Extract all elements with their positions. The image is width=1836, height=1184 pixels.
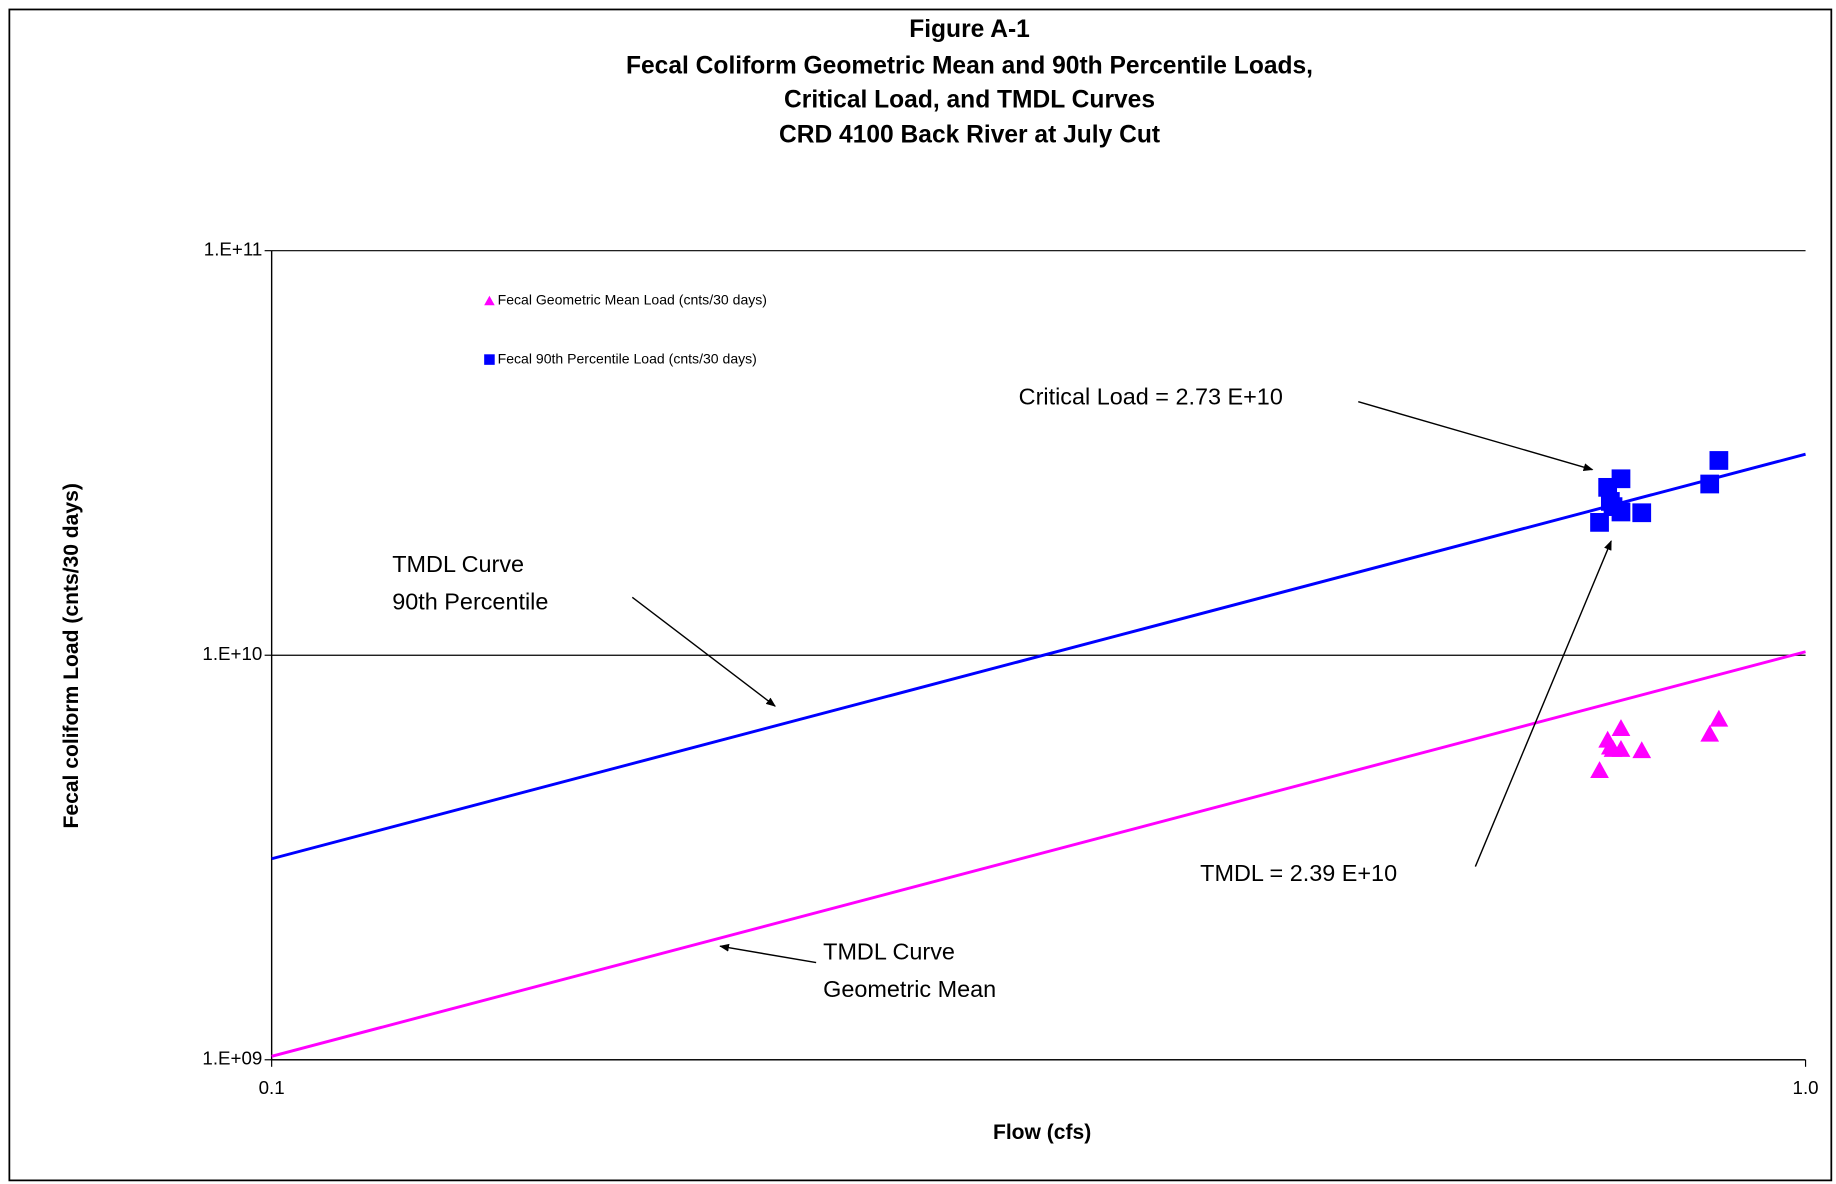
annotation-arrow	[1474, 540, 1612, 867]
data-point	[1590, 761, 1609, 778]
data-point	[1709, 451, 1729, 470]
annotation-arrow	[631, 596, 776, 707]
annotation: TMDL = 2.39 E+10	[1200, 860, 1397, 886]
title-line: CRD 4100 Back River at July Cut	[779, 121, 1160, 148]
title-line: Critical Load, and TMDL Curves	[784, 86, 1155, 113]
legend-label: Fecal 90th Percentile Load (cnts/30 days…	[498, 350, 757, 366]
annotation: Critical Load = 2.73 E+10	[1019, 383, 1283, 409]
chart-frame	[8, 8, 1833, 1182]
title-line: Fecal Coliform Geometric Mean and 90th P…	[626, 52, 1313, 79]
annotation: 90th Percentile	[392, 588, 548, 614]
y-tick-label: 1.E+10	[202, 643, 262, 664]
data-point	[1611, 719, 1631, 736]
legend-label: Fecal Geometric Mean Load (cnts/30 days)	[498, 292, 767, 308]
data-point	[1632, 503, 1652, 523]
data-point	[1709, 709, 1729, 727]
annotation: TMDL Curve	[823, 938, 955, 964]
x-axis-label: Flow (cfs)	[993, 1121, 1091, 1144]
data-point	[1603, 740, 1623, 757]
annotation: Geometric Mean	[823, 976, 996, 1002]
data-point	[1590, 513, 1609, 532]
data-point	[1611, 469, 1631, 489]
data-point	[1700, 474, 1720, 494]
annotation-arrow	[719, 943, 817, 964]
y-tick-label: 1.E+09	[202, 1048, 262, 1069]
tmdl-curve	[271, 452, 1806, 861]
data-point	[1632, 741, 1652, 759]
legend-marker	[484, 354, 495, 365]
title-line: Figure A-1	[909, 16, 1030, 43]
x-tick-label: 1.0	[1793, 1077, 1819, 1098]
data-point	[1603, 497, 1623, 516]
annotation-arrow	[1358, 401, 1594, 471]
data-point	[1700, 724, 1720, 742]
legend-marker	[484, 295, 495, 306]
x-tick-label: 0.1	[259, 1077, 285, 1098]
y-tick-label: 1.E+11	[204, 239, 262, 260]
tmdl-curve	[271, 650, 1806, 1058]
annotation: TMDL Curve	[392, 551, 524, 577]
y-axis-label: Fecal coliform Load (cnts/30 days)	[60, 483, 83, 828]
